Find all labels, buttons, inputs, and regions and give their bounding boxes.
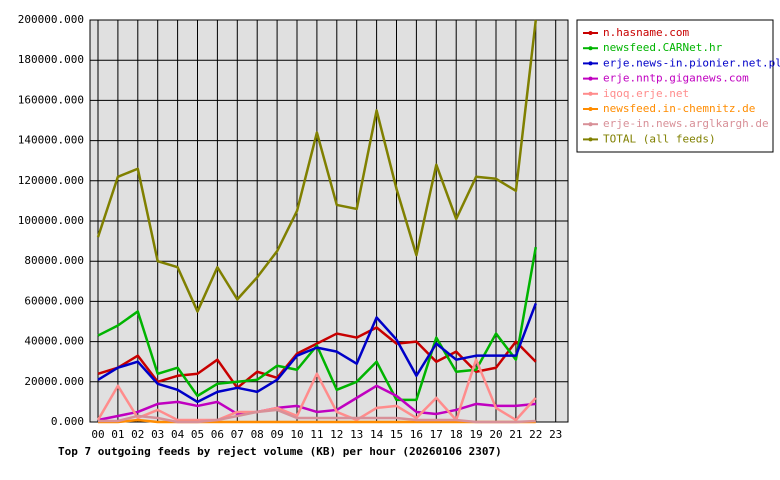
x-tick-label: 14 (370, 428, 384, 441)
series-line (97, 246, 538, 402)
y-tick-label: 0.000 (51, 415, 84, 428)
x-tick-label: 23 (549, 428, 562, 441)
x-tick-label: 04 (171, 428, 185, 441)
x-tick-label: 01 (111, 428, 124, 441)
legend-box (576, 19, 774, 153)
y-tick-label: 160000.000 (18, 93, 84, 106)
x-tick-label: 13 (350, 428, 363, 441)
legend-swatch-dot (588, 61, 593, 66)
legend-swatch-dot (588, 122, 593, 127)
x-tick-label: 18 (450, 428, 463, 441)
legend-swatch-dot (588, 137, 593, 142)
y-tick-label: 20000.000 (24, 375, 84, 388)
legend-swatch-dot (588, 31, 593, 35)
x-tick-label: 17 (430, 428, 443, 441)
x-tick-label: 07 (231, 428, 244, 441)
series-line (96, 19, 538, 313)
x-tick-label: 05 (191, 428, 204, 441)
x-tick-label: 22 (529, 428, 542, 441)
legend-label: erje.news-in.pionier.net.pl (603, 56, 780, 69)
x-tick-label: 12 (330, 428, 343, 441)
x-tick-label: 09 (270, 428, 283, 441)
legend-label: iqoq.erje.net (603, 87, 689, 100)
legend-label: newsfeed.CARNet.hr (603, 41, 723, 54)
x-tick-label: 03 (151, 428, 164, 441)
legend-label: erje-in.news.arglkargh.de (603, 117, 769, 130)
x-tick-label: 19 (469, 428, 482, 441)
chart-title: Top 7 outgoing feeds by reject volume (K… (58, 445, 502, 458)
series-line (98, 408, 536, 424)
series-line (97, 384, 536, 422)
x-tick-label: 08 (251, 428, 264, 441)
series-line (96, 358, 537, 422)
x-tick-label: 16 (410, 428, 423, 441)
legend-label: newsfeed.in-chemnitz.de (603, 102, 755, 115)
y-tick-label: 60000.000 (24, 294, 84, 307)
legend-label: n.hasname.com (603, 26, 689, 39)
y-tick-label: 100000.000 (18, 214, 84, 227)
legend-swatch-dot (588, 46, 593, 51)
x-tick-label: 20 (489, 428, 502, 441)
series-line (97, 302, 537, 404)
x-tick-label: 11 (310, 428, 323, 441)
y-tick-label: 140000.000 (18, 134, 84, 147)
x-tick-label: 15 (390, 428, 403, 441)
x-tick-label: 21 (509, 428, 522, 441)
legend-swatch-dot (588, 107, 593, 111)
y-tick-label: 80000.000 (24, 254, 84, 267)
legend-swatch-dot (588, 91, 593, 96)
x-tick-label: 06 (211, 428, 224, 441)
x-tick-label: 00 (91, 428, 104, 441)
y-tick-label: 200000.000 (18, 13, 84, 26)
y-tick-label: 40000.000 (24, 335, 84, 348)
series-line (98, 418, 536, 424)
y-tick-label: 180000.000 (18, 53, 84, 66)
legend-label: erje.nntp.giganews.com (603, 72, 749, 85)
y-tick-label: 120000.000 (18, 174, 84, 187)
legend-swatch-dot (588, 76, 593, 81)
x-tick-label: 02 (131, 428, 144, 441)
x-tick-label: 10 (290, 428, 303, 441)
legend-label: TOTAL (all feeds) (603, 132, 716, 145)
